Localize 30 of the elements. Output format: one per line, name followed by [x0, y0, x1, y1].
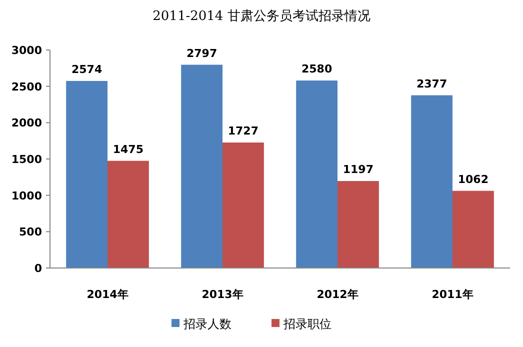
y-tick-label: 1000	[11, 189, 42, 202]
y-tick-label: 3000	[11, 44, 42, 57]
y-tick-label: 2500	[11, 80, 42, 94]
y-tick-label: 500	[19, 226, 42, 239]
bar	[411, 95, 452, 268]
bar	[222, 142, 264, 268]
data-label: 2377	[416, 77, 448, 90]
x-tick-label: 2014年	[86, 288, 128, 301]
bar	[181, 64, 222, 268]
data-label: 2797	[186, 46, 218, 60]
data-label: 1727	[228, 124, 259, 138]
bar	[452, 190, 494, 268]
chart-title: 2011-2014 甘肃公务员考试招录情况	[152, 9, 370, 24]
data-label: 2574	[71, 62, 102, 76]
data-label: 2580	[301, 62, 332, 76]
y-tick-label: 1500	[11, 153, 42, 166]
bar	[296, 80, 338, 268]
y-tick-label: 0	[34, 262, 42, 275]
x-tick-label: 2011年	[432, 288, 474, 301]
legend-label: 招录职位	[282, 317, 332, 331]
bar	[66, 80, 108, 268]
legend-label: 招录人数	[182, 317, 232, 331]
bar	[338, 181, 379, 268]
data-label: 1062	[458, 172, 489, 186]
x-tick-label: 2013年	[202, 288, 244, 301]
x-tick-label: 2012年	[316, 288, 358, 301]
data-label: 1475	[112, 142, 144, 156]
data-label: 1197	[342, 163, 374, 176]
bar	[108, 160, 149, 268]
y-tick-label: 2000	[11, 116, 42, 130]
